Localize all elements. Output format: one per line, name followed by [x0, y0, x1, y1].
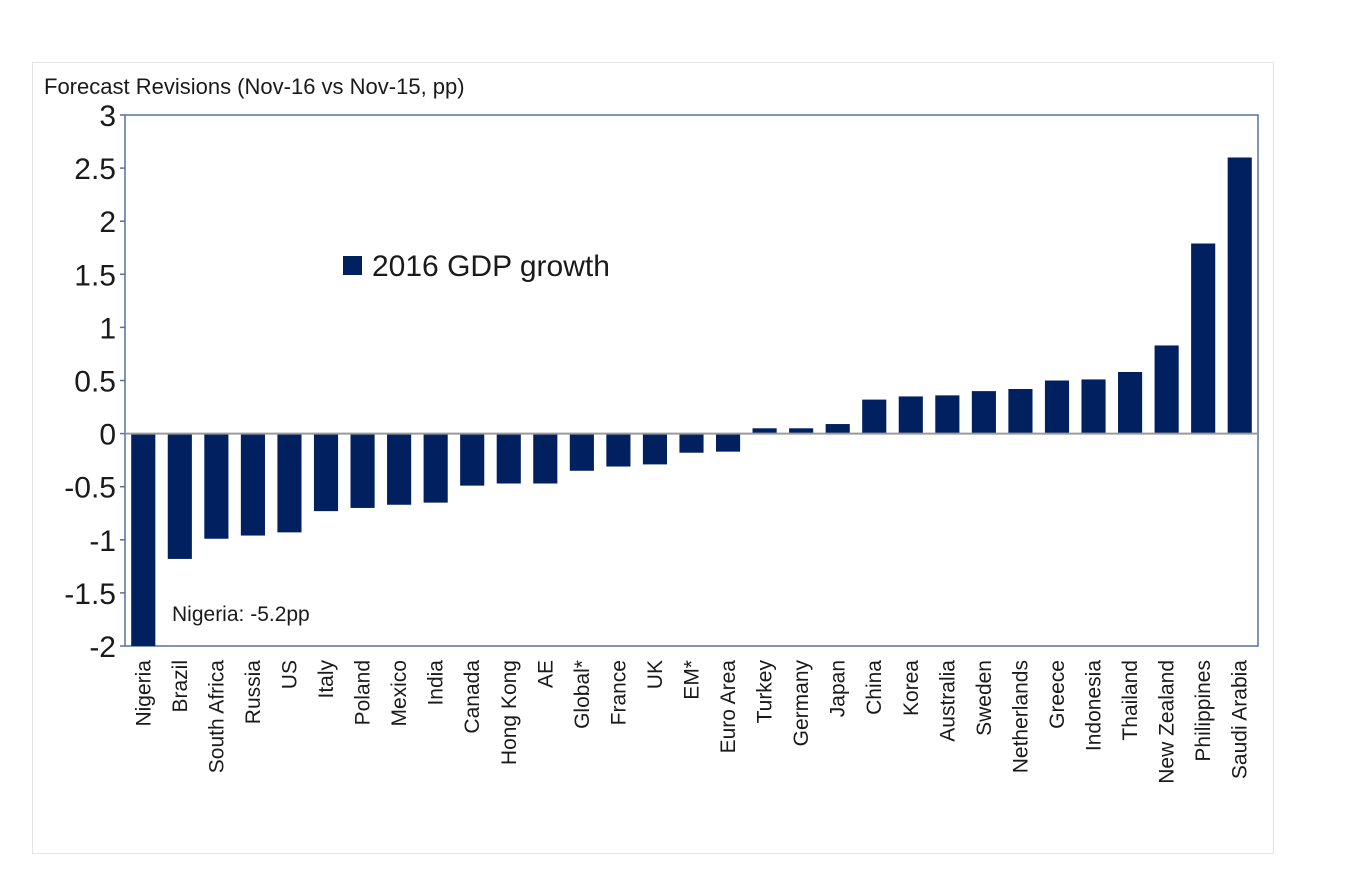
x-tick-label: Global*: [571, 660, 594, 729]
bar-italy: [313, 433, 339, 512]
x-tick-label: India: [425, 660, 448, 706]
x-tick-label: South Africa: [205, 660, 228, 774]
bar-russia: [240, 433, 265, 536]
bar-indonesia: [1081, 379, 1106, 434]
x-tick-label: Netherlands: [1009, 660, 1032, 773]
bar-saudi-arabia: [1227, 157, 1252, 434]
bar-brazil: [167, 433, 192, 559]
x-tick-label: Philippines: [1192, 660, 1215, 762]
x-tick-label: Saudi Arabia: [1229, 660, 1252, 779]
bar-greece: [1044, 380, 1070, 434]
y-tick-label: 1: [99, 312, 116, 345]
y-tick-label: 2: [99, 206, 116, 239]
bar-australia: [935, 395, 960, 434]
bar-sweden: [971, 391, 996, 434]
y-tick-label: 0: [99, 419, 116, 452]
x-tick-label: Thailand: [1119, 660, 1142, 741]
x-axis: Nigeria Brazil South Africa Russia US Italy Po…: [132, 660, 1251, 784]
bar-series: [131, 157, 1252, 646]
x-tick-label: Brazil: [169, 660, 192, 713]
bar-philippines: [1191, 243, 1216, 434]
y-tick-label: 2.5: [74, 153, 116, 186]
y-tick-label: -2: [89, 631, 116, 664]
x-tick-label: Nigeria: [132, 660, 155, 727]
x-tick-label: Russia: [242, 660, 265, 725]
bar-us: [277, 433, 302, 533]
x-tick-label: Euro Area: [717, 660, 740, 754]
x-tick-label: New Zealand: [1156, 660, 1179, 784]
x-tick-label: Sweden: [973, 660, 996, 736]
bar-canada: [460, 433, 485, 486]
y-tick-label: -1: [89, 525, 116, 558]
bar-china: [862, 399, 887, 434]
y-tick-label: -0.5: [64, 472, 116, 505]
chart-frame: [32, 62, 1274, 854]
bar-netherlands: [1008, 388, 1033, 434]
bar-thailand: [1118, 372, 1143, 434]
x-tick-label: Indonesia: [1083, 660, 1106, 751]
bar-poland: [350, 433, 375, 508]
bar-global: [569, 433, 594, 471]
bar-korea: [898, 396, 923, 434]
bar-euro-area: [715, 433, 741, 452]
x-tick-label: Canada: [461, 660, 484, 734]
bar-ae: [533, 433, 558, 484]
x-tick-label: Italy: [315, 660, 338, 699]
bar-hong-kong: [496, 433, 521, 484]
x-tick-label: EM*: [681, 660, 704, 700]
nigeria-annotation: Nigeria: -5.2pp: [172, 603, 310, 626]
y-axis: 3 2.5 2 1.5 1 0.5 0 -0.5 -1 -1.5 -2: [64, 100, 125, 664]
bar-nigeria: [131, 433, 156, 646]
bar-south-africa: [204, 433, 229, 539]
y-tick-label: -1.5: [64, 578, 116, 611]
x-tick-label: AE: [534, 660, 557, 688]
bar-uk: [642, 433, 668, 465]
bar-germany: [789, 428, 814, 434]
chart-title: Forecast Revisions (Nov-16 vs Nov-15, pp…: [44, 74, 465, 99]
bar-japan: [825, 424, 850, 434]
x-tick-label: Australia: [936, 660, 959, 742]
x-tick-label: Turkey: [754, 660, 777, 724]
x-tick-label: UK: [644, 660, 667, 689]
bar-mexico: [387, 433, 412, 505]
x-tick-label: Korea: [900, 660, 923, 716]
x-tick-label: China: [863, 660, 886, 715]
x-tick-label: Hong Kong: [498, 660, 521, 765]
bar-em: [679, 433, 704, 453]
legend-swatch: [343, 256, 362, 275]
x-tick-label: Greece: [1046, 660, 1069, 729]
x-tick-label: Mexico: [388, 660, 411, 727]
bar-india: [423, 433, 448, 503]
legend: 2016 GDP growth: [343, 250, 610, 283]
bar-turkey: [752, 428, 777, 434]
x-tick-label: Germany: [790, 660, 813, 747]
x-tick-label: Poland: [352, 660, 375, 725]
bar-new-zealand: [1154, 345, 1179, 434]
y-tick-label: 3: [99, 100, 116, 133]
y-tick-label: 0.5: [74, 366, 116, 399]
legend-label: 2016 GDP growth: [372, 250, 610, 283]
bar-france: [606, 433, 631, 467]
x-tick-label: France: [607, 660, 630, 725]
x-tick-label: US: [278, 660, 301, 689]
x-tick-label: Japan: [827, 660, 850, 717]
y-tick-label: 1.5: [74, 259, 116, 292]
